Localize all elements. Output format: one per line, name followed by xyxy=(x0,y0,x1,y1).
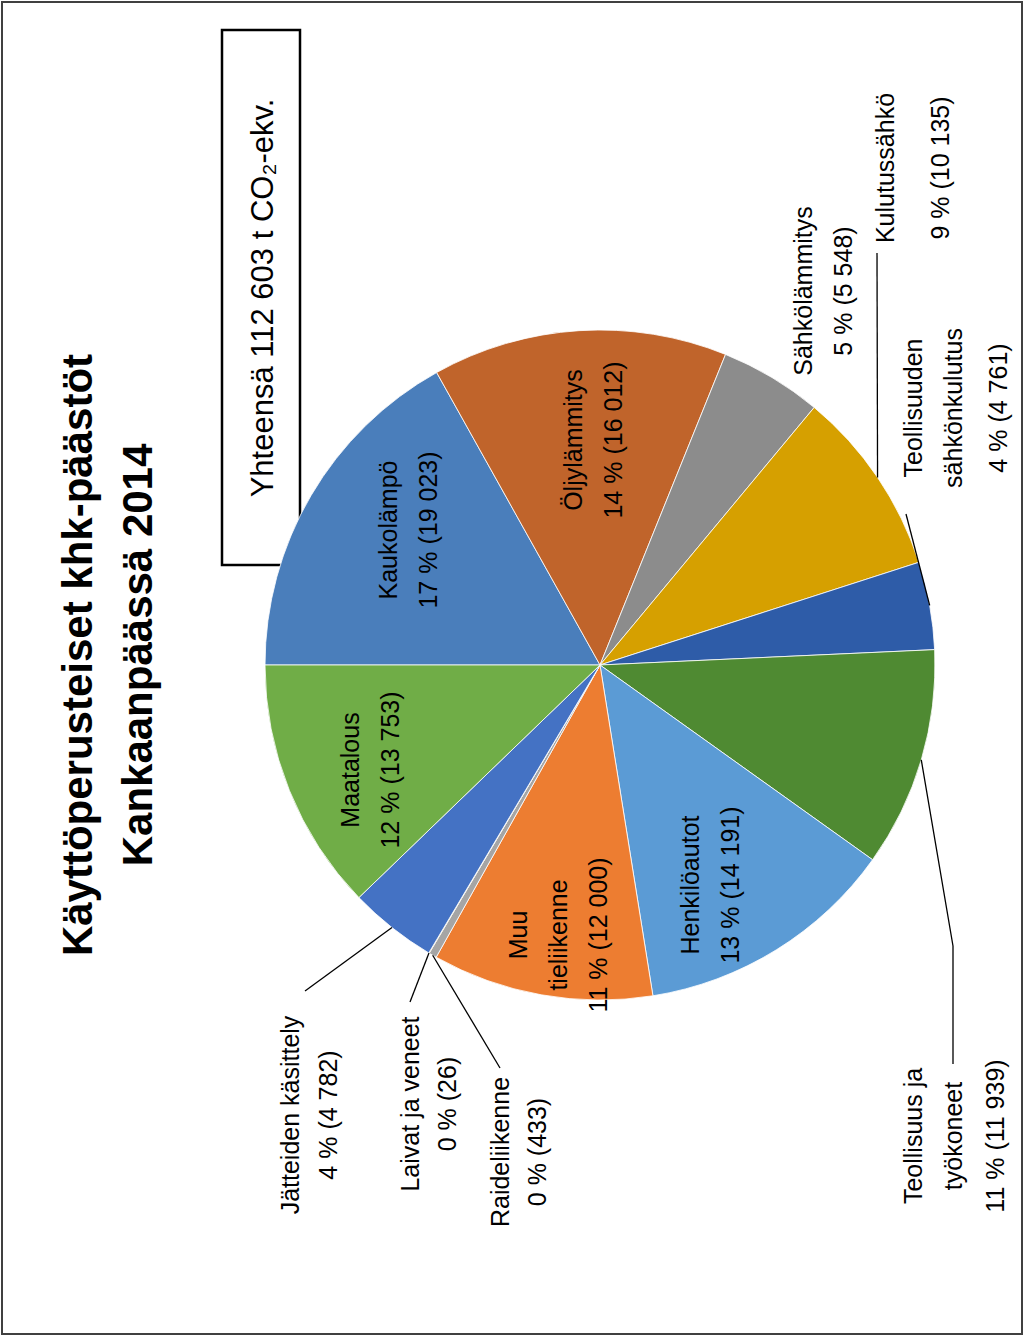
slice-name: Muu xyxy=(504,911,532,960)
chart-root: Käyttöperusteiset khk-päästöt Kankaanpääs… xyxy=(0,0,1024,1336)
slice-value: 11 % (12 000) xyxy=(584,857,612,1012)
title: Käyttöperusteiset khk-päästöt xyxy=(54,354,101,956)
leader-line xyxy=(906,514,930,605)
pie-slice xyxy=(600,562,935,665)
leader-line xyxy=(305,928,392,991)
rotated-chart: Käyttöperusteiset khk-päästöt Kankaanpääs… xyxy=(54,30,1012,1227)
slice-name: Raideliikenne xyxy=(486,1077,514,1227)
slice-value: 17 % (19 023) xyxy=(414,451,442,608)
chart-svg: Käyttöperusteiset khk-päästöt Kankaanpääs… xyxy=(0,0,1024,1336)
slice-value: 14 % (16 012) xyxy=(599,361,627,518)
slice-name: Teollisuuden xyxy=(899,339,927,478)
slice-name: Maatalous xyxy=(336,712,364,827)
leader-line xyxy=(876,253,878,477)
slice-name: Teollisuus ja xyxy=(899,1068,927,1204)
slice-name: sähkönkulutus xyxy=(939,328,967,488)
slice-name: Kaukolämpö xyxy=(374,461,402,600)
slice-value: 0 % (26) xyxy=(433,1057,461,1151)
slice-value: 11 % (11 939) xyxy=(981,1059,1009,1212)
leader-line xyxy=(433,955,500,1068)
pie-slice xyxy=(265,665,600,898)
title: Kankaanpäässä 2014 xyxy=(114,443,161,866)
leader-line xyxy=(921,760,953,1064)
slice-name: Jätteiden käsittely xyxy=(276,1015,304,1214)
annotation-box xyxy=(222,30,300,565)
slice-value: 5 % (5 548) xyxy=(829,226,857,355)
slice-name: tieliikenne xyxy=(544,879,572,990)
slice-name: Kulutussähkö xyxy=(871,93,899,243)
slice-value: 0 % (433) xyxy=(523,1098,551,1206)
data-labels: Kaukolämpö 17 % (19 023) Öljylämmitys 14 % … xyxy=(276,93,1012,1227)
slice-value: 4 % (4 782) xyxy=(314,1050,342,1179)
annotation: Yhteensä 112 603 t CO₂-ekv. xyxy=(245,99,280,498)
leader-line xyxy=(410,953,429,1002)
slice-name: Henkilöautot xyxy=(676,815,704,954)
slice-name: Laivat ja veneet xyxy=(396,1016,424,1191)
slice-value: 12 % (13 753) xyxy=(376,691,404,848)
page-frame xyxy=(2,2,1022,1334)
title-group: Käyttöperusteiset khk-päästöt Kankaanpääs… xyxy=(54,354,161,956)
slice-name: Öljylämmitys xyxy=(559,369,587,511)
slice-value: 13 % (14 191) xyxy=(716,806,744,963)
slice-value: 9 % (10 135) xyxy=(926,96,954,239)
slice-value: 4 % (4 761) xyxy=(984,343,1012,472)
slice-name: Sähkölämmitys xyxy=(789,206,817,376)
slice-name: työkoneet xyxy=(939,1082,967,1190)
